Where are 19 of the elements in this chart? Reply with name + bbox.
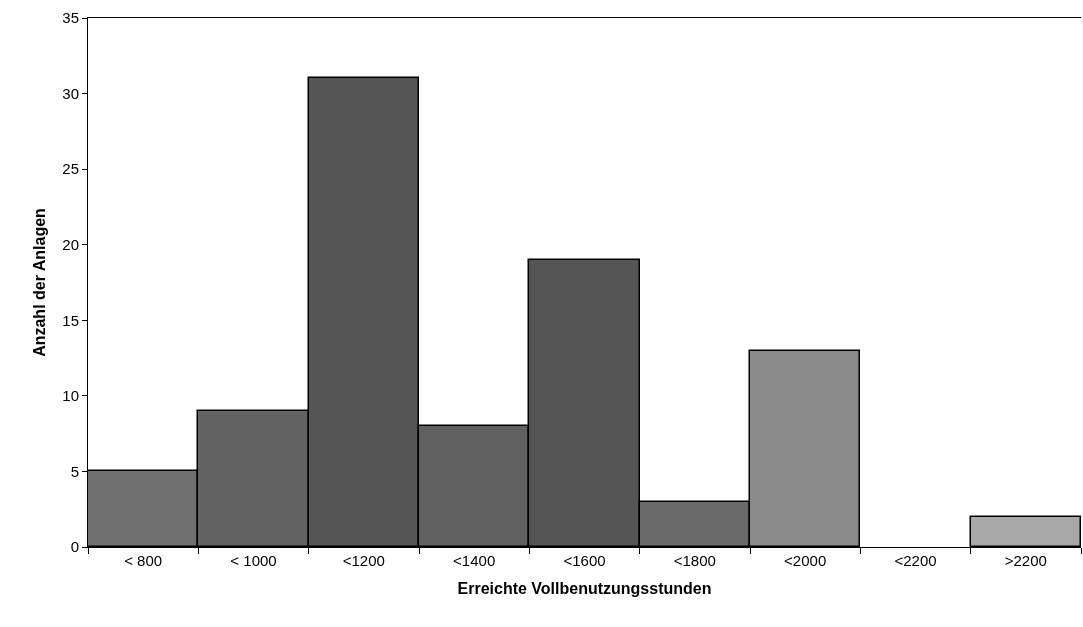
x-axis-title: Erreichte Vollbenutzungsstunden	[457, 579, 712, 597]
x-tick-label: >2200	[1004, 552, 1047, 569]
x-tick-label: <2000	[784, 552, 827, 569]
x-tick-label: <1600	[563, 552, 606, 569]
y-axis-title: Anzahl der Anlagen	[31, 208, 49, 357]
y-tick-label: 25	[62, 160, 79, 178]
x-tick-label: < 800	[124, 552, 163, 569]
x-tick-label: <2200	[894, 552, 937, 569]
y-tick-label: 30	[62, 84, 79, 102]
x-tick-label: <1200	[342, 552, 385, 569]
x-tick-label: <1400	[453, 552, 496, 569]
x-tick-label: < 1000	[230, 552, 277, 569]
y-tick-label: 10	[62, 387, 79, 405]
y-tick-label: 15	[62, 311, 79, 329]
y-tick-label: 35	[62, 9, 79, 27]
y-tick-label: 5	[70, 462, 79, 480]
y-tick-label: 0	[70, 538, 79, 556]
x-tick-label: <1800	[673, 552, 716, 569]
y-tick-label: 20	[62, 235, 79, 253]
